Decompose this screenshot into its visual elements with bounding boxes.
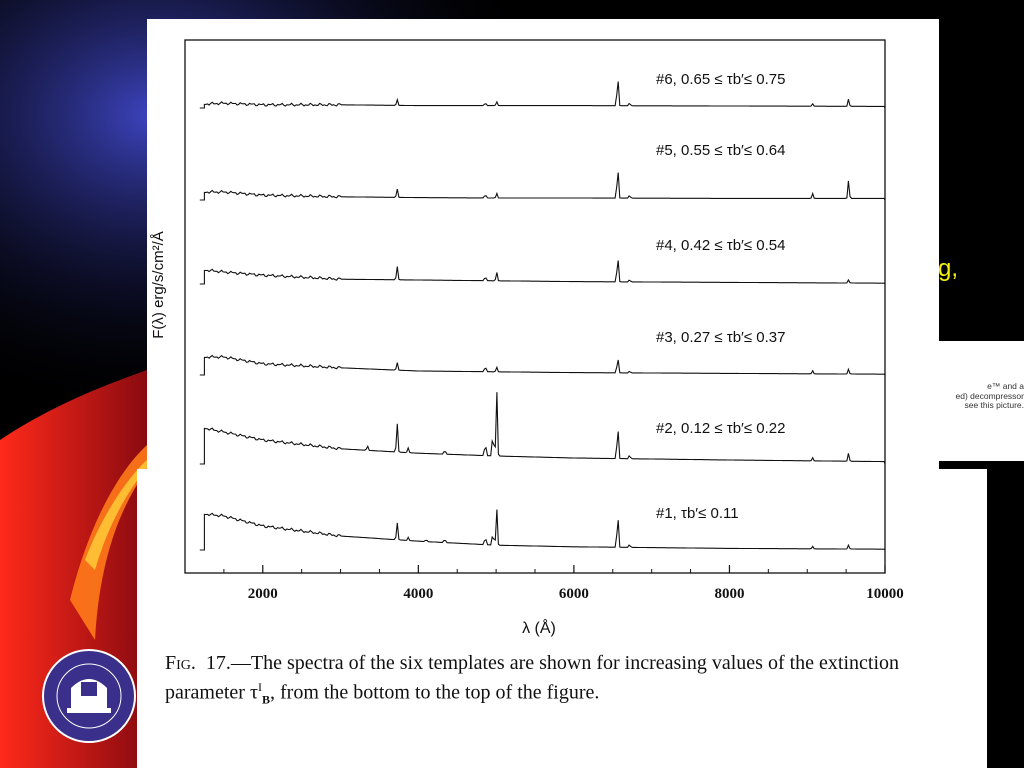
spectrum-line [199, 509, 886, 551]
plot-frame [184, 39, 886, 574]
caption-text: —The spectra of the six templates are sh… [165, 652, 900, 704]
series-label: #6, 0.65 ≤ τb′≤ 0.75 [656, 71, 785, 88]
x-tick-label: 8000 [714, 586, 744, 602]
series-label: #3, 0.27 ≤ τb′≤ 0.37 [656, 329, 785, 346]
caption-number: 17. [205, 652, 231, 674]
x-axis-ticks: 2000 4000 6000 8000 10000 [184, 565, 904, 602]
x-tick-label: 10000 [866, 586, 904, 602]
quicktime-message: e™ and a ed) decompressor see this pictu… [928, 382, 1024, 411]
figure-panel-top [147, 19, 939, 469]
swoosh-yellow-shape [85, 460, 147, 570]
caption-subscript: B [261, 692, 270, 707]
institute-logo [42, 649, 136, 743]
series-label: #1, τb′≤ 0.11 [656, 505, 739, 522]
caption-label: Fig. [165, 652, 196, 674]
caption-superscript: I [257, 680, 262, 694]
series-label: #2, 0.12 ≤ τb′≤ 0.22 [656, 420, 785, 437]
quicktime-line: ed) decompressor [955, 390, 1024, 401]
x-axis-label: λ (Å) [522, 618, 556, 637]
spectrum-line [199, 354, 886, 376]
quicktime-line: e™ and a [987, 382, 1024, 391]
caption-end: , from the bottom to the top of the figu… [270, 681, 600, 704]
spectrum-line [199, 81, 886, 109]
quicktime-line: see this picture. [964, 400, 1024, 410]
x-tick-label: 4000 [403, 586, 433, 602]
y-axis-label: F(λ) erg/s/cm²/Å [150, 231, 167, 339]
spectrum-line [199, 392, 886, 465]
slide-bleed-text: g, [938, 255, 959, 282]
quicktime-placeholder [939, 341, 1024, 461]
x-tick-label: 6000 [559, 586, 589, 602]
spectrum-line [199, 172, 886, 201]
spectrum-line [199, 260, 886, 285]
series-label: #5, 0.55 ≤ τb′≤ 0.64 [656, 142, 785, 159]
x-tick-label: 2000 [248, 586, 278, 602]
figure-panel-bottom [137, 469, 987, 768]
figure-caption: Fig. 17.—The spectra of the six template… [165, 651, 945, 712]
spectra-group: #1, τb′≤ 0.11 #2, 0.12 ≤ τb′≤ 0.22 #3, 0.2… [199, 71, 886, 551]
series-label: #4, 0.42 ≤ τb′≤ 0.54 [656, 237, 785, 254]
